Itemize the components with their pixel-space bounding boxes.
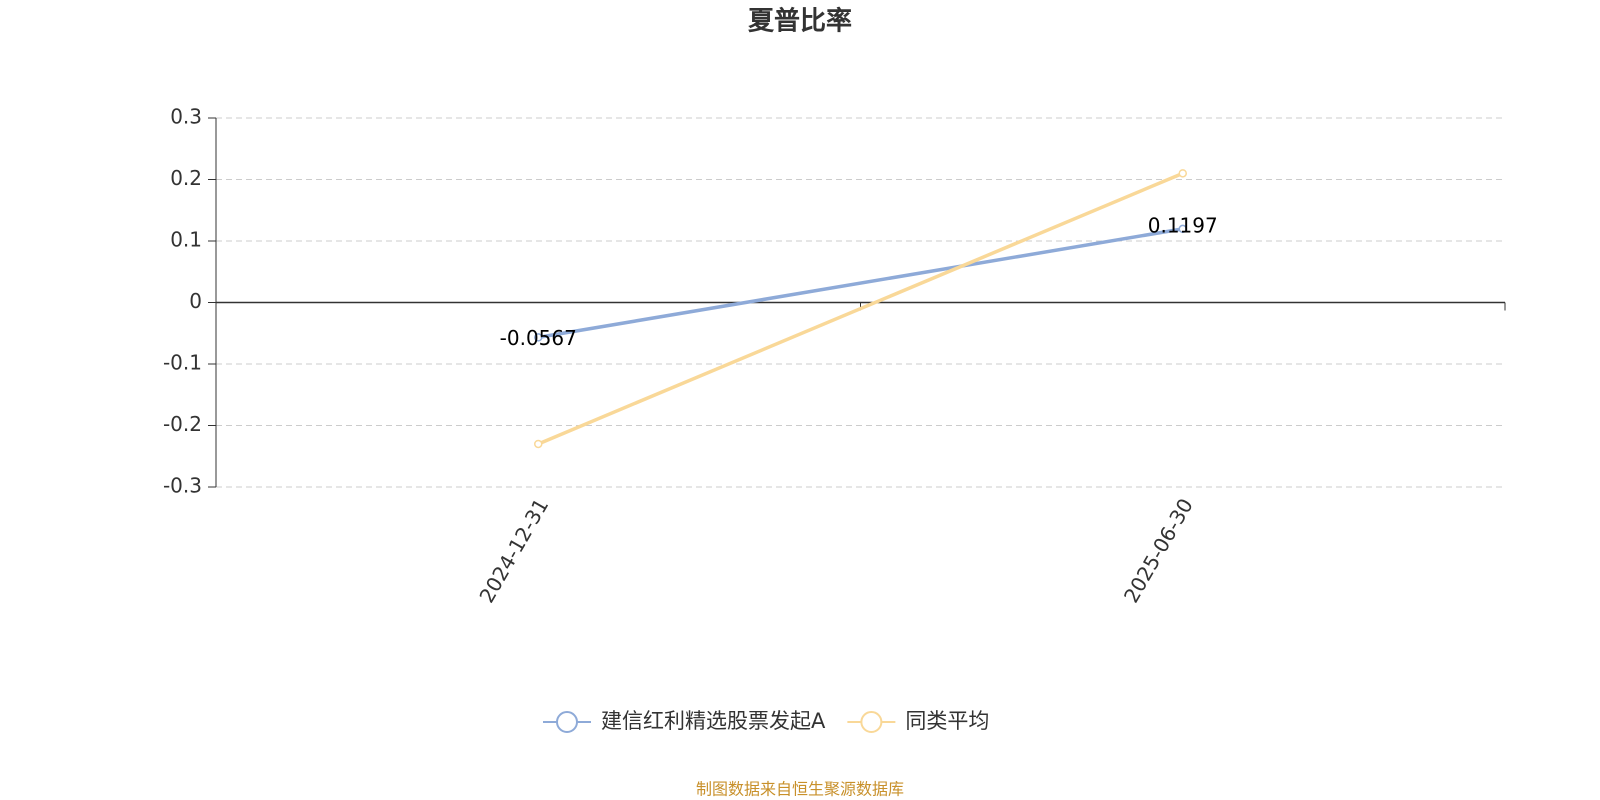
series-line [537, 227, 1184, 340]
series-line [537, 171, 1184, 446]
y-tick-label: -0.2 [163, 412, 202, 436]
x-tick-label: 2024-12-31 [474, 494, 553, 607]
point [1178, 224, 1187, 234]
y-tick-label: 0 [189, 289, 202, 313]
y-tick-label: 0.3 [170, 105, 202, 129]
y-tick-label: -0.1 [163, 351, 202, 375]
source-note: 制图数据来自恒生聚源数据库 [696, 780, 904, 799]
y-tick-label: 0.1 [170, 228, 202, 252]
data-label: -0.0567 [500, 326, 577, 350]
y-tick-label: 0.2 [170, 166, 202, 190]
legend-label: 建信红利精选股票发起A [601, 709, 826, 733]
data-label: 0.1197 [1148, 213, 1218, 237]
point [1178, 169, 1187, 178]
chart-title: 夏普比率 [748, 6, 852, 37]
x-tick-label: 2025-06-30 [1119, 494, 1198, 607]
legend-marker [860, 711, 883, 733]
point [534, 439, 543, 449]
y-tick-label: -0.3 [163, 474, 202, 498]
legend-label: 同类平均 [905, 709, 989, 733]
legend-marker [556, 711, 578, 733]
point [534, 333, 543, 342]
